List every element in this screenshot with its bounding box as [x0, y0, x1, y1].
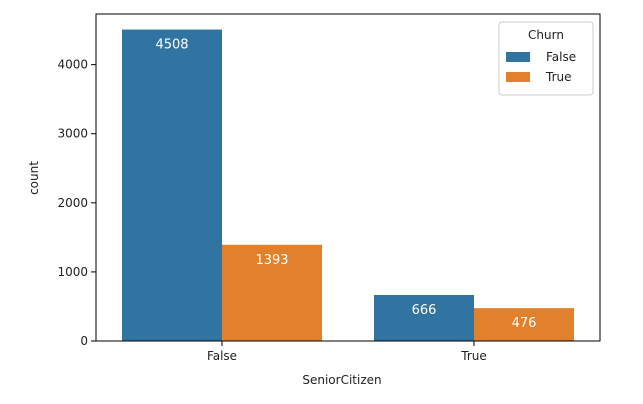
- bar-true-churn-true: [474, 308, 574, 341]
- y-tick-label: 0: [80, 334, 88, 348]
- plot-frame: [95, 13, 601, 342]
- bar-value-label: 476: [512, 316, 537, 331]
- bar-value-label: 4508: [155, 38, 188, 53]
- y-axis: 0 1000 2000 3000 4000: [57, 58, 96, 348]
- legend-items: False True: [506, 50, 576, 84]
- bar-value-label: 1393: [255, 253, 288, 268]
- x-tick-label: False: [207, 349, 237, 363]
- x-axis: False True: [207, 341, 487, 363]
- bar-true-churn-false: [374, 294, 474, 341]
- bar-label-group: 4508 1393 666 476: [155, 38, 536, 332]
- bar-group: [122, 29, 574, 342]
- legend: Churn False True: [498, 21, 594, 96]
- y-axis-label: count: [27, 161, 41, 195]
- legend-swatch-false: [506, 52, 530, 62]
- y-tick-label: 2000: [57, 196, 88, 210]
- y-tick-label: 4000: [57, 58, 88, 72]
- legend-label: False: [546, 50, 576, 64]
- legend-label: True: [545, 70, 572, 84]
- x-axis-label: SeniorCitizen: [302, 373, 381, 387]
- bar-value-label: 666: [412, 303, 437, 318]
- bar-false-churn-false: [122, 29, 222, 342]
- bar-false-churn-true: [222, 244, 322, 341]
- y-tick-label: 1000: [57, 265, 88, 279]
- y-tick-label: 3000: [57, 127, 88, 141]
- x-tick-label: True: [460, 349, 487, 363]
- legend-title: Churn: [528, 28, 564, 42]
- legend-swatch-true: [506, 72, 530, 82]
